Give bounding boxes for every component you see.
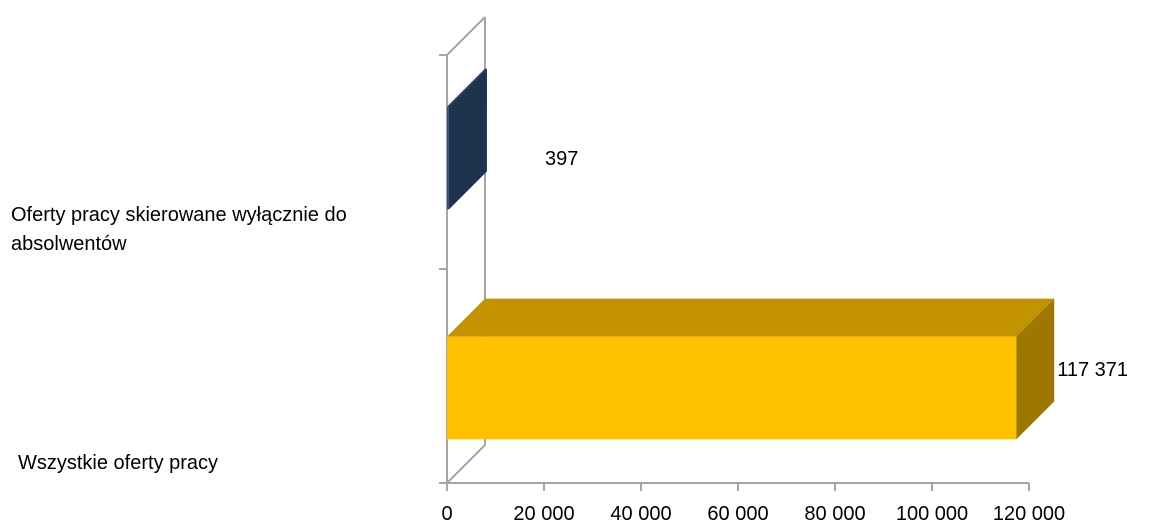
bar-top-face <box>447 68 487 107</box>
data-label: 117 371 <box>1057 359 1128 381</box>
bar <box>447 68 487 210</box>
category-labels: Oferty pracy skierowane wyłącznie do abso… <box>11 204 347 474</box>
category-label: Oferty pracy skierowane wyłącznie do abso… <box>11 204 347 255</box>
top-edge-line <box>446 16 486 56</box>
x-tick-label: 80 000 <box>804 503 865 525</box>
data-labels: 397 117 371 <box>545 148 1128 381</box>
bar-front-face <box>447 336 1017 440</box>
bar-top-face <box>447 298 1055 337</box>
x-tick-label: 120 000 <box>993 503 1065 525</box>
x-tick-label: 40 000 <box>610 503 671 525</box>
bar-side-face <box>448 68 487 210</box>
x-tick-labels: 0 20 000 40 000 60 000 80 000 100 000 120 000 <box>441 503 1065 525</box>
chart-bars <box>447 68 1055 440</box>
bar-front-face <box>447 106 449 210</box>
x-tick-label: 100 000 <box>896 503 968 525</box>
category-label: Wszystkie oferty pracy <box>18 452 218 474</box>
x-tick-label: 60 000 <box>707 503 768 525</box>
bar-side-face <box>1016 298 1055 440</box>
floor-edge-line <box>446 444 486 484</box>
x-tick-label: 0 <box>441 503 452 525</box>
x-tick-label: 20 000 <box>513 503 574 525</box>
data-label: 397 <box>545 148 578 170</box>
bar <box>447 298 1055 440</box>
